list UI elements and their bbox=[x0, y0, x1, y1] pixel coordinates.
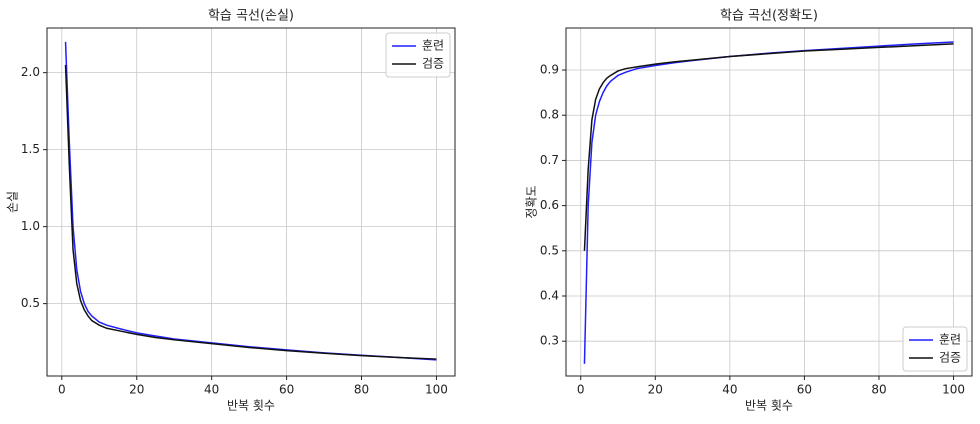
x-tick-label: 0 bbox=[58, 383, 66, 397]
plot-frame bbox=[565, 27, 973, 377]
line-series bbox=[583, 41, 954, 364]
y-tick-label: 1.0 bbox=[21, 219, 40, 233]
y-tick-label: 2.0 bbox=[21, 65, 40, 79]
x-tick-label: 20 bbox=[129, 383, 144, 397]
y-tick-label: 0.5 bbox=[21, 296, 40, 310]
x-tick-label: 0 bbox=[577, 383, 585, 397]
line-series bbox=[583, 43, 954, 251]
y-tick-label: 0.9 bbox=[540, 63, 559, 77]
y-tick-label: 0.5 bbox=[540, 243, 559, 257]
y-tick-label: 0.4 bbox=[540, 289, 559, 303]
legend-label: 검증 bbox=[939, 351, 961, 365]
x-axis-label: 반복 횟수 bbox=[227, 399, 275, 413]
chart-title: 학습 곡선(손실) bbox=[208, 9, 294, 24]
chart: 0 20 40 60 80 100 0.5 1.0 1.5 2.0 학습 곡선(손실) 반복 횟수 손실… bbox=[6, 9, 456, 413]
legend-box bbox=[385, 32, 451, 78]
x-tick-label: 100 bbox=[942, 383, 965, 397]
x-tick-label: 20 bbox=[648, 383, 663, 397]
x-tick-label: 40 bbox=[722, 383, 737, 397]
x-axis-label: 반복 횟수 bbox=[745, 399, 793, 413]
x-tick-label: 40 bbox=[204, 383, 219, 397]
chart: 0 20 40 60 80 100 0.3 0.4 0.5 0.6 0.7 0.8 0.9 학습 곡선(정… bbox=[525, 9, 973, 413]
line-series bbox=[64, 64, 437, 360]
line-series bbox=[64, 41, 437, 361]
x-tick-label: 100 bbox=[425, 383, 448, 397]
y-tick-label: 0.7 bbox=[540, 153, 559, 167]
y-tick-label: 0.3 bbox=[540, 334, 559, 348]
y-tick-label: 0.8 bbox=[540, 108, 559, 122]
y-axis-label: 손실 bbox=[6, 191, 20, 213]
legend-label: 검증 bbox=[422, 57, 444, 71]
legend-label: 훈련 bbox=[939, 333, 961, 347]
x-tick-label: 80 bbox=[354, 383, 369, 397]
chart-title: 학습 곡선(정확도) bbox=[720, 9, 818, 24]
legend-box bbox=[902, 326, 968, 372]
y-axis-label: 정확도 bbox=[525, 185, 539, 218]
x-tick-label: 60 bbox=[279, 383, 294, 397]
x-tick-label: 80 bbox=[871, 383, 886, 397]
x-tick-label: 60 bbox=[797, 383, 812, 397]
y-tick-label: 0.6 bbox=[540, 198, 559, 212]
plot-frame bbox=[46, 27, 456, 377]
legend-label: 훈련 bbox=[422, 39, 444, 53]
y-tick-label: 1.5 bbox=[21, 142, 40, 156]
